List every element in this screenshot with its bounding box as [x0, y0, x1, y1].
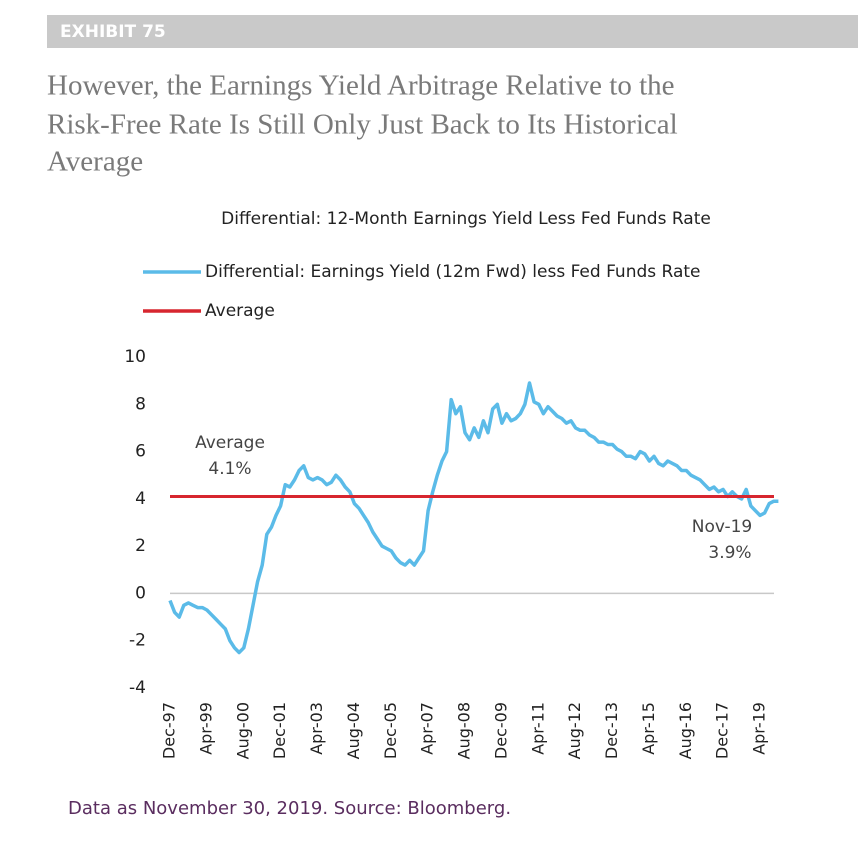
x-tick-label: Dec-97 [160, 702, 179, 759]
average-annotation: Average [195, 433, 265, 453]
x-tick-label: Aug-04 [344, 702, 363, 759]
data-line [168, 381, 779, 655]
x-tick-label: Apr-07 [418, 702, 437, 755]
average-value-label: 4.1% [208, 459, 251, 479]
x-tick-label: Apr-11 [528, 702, 547, 755]
chart-title: Differential: 12-Month Earnings Yield Le… [221, 209, 711, 229]
x-tick-label: Dec-13 [602, 702, 621, 759]
y-tick-label: 2 [135, 536, 146, 556]
title-line: Risk-Free Rate Is Still Only Just Back t… [47, 109, 678, 141]
header-bar [47, 15, 858, 48]
y-tick-label: 10 [124, 347, 146, 367]
x-tick-label: Apr-03 [307, 702, 326, 755]
y-tick-label: -4 [129, 678, 146, 698]
x-tick-label: Apr-19 [750, 702, 769, 755]
title-line: Average [47, 146, 143, 178]
title-line: However, the Earnings Yield Arbitrage Re… [47, 70, 675, 102]
legend-label: Differential: Earnings Yield (12m Fwd) l… [205, 262, 701, 282]
legend-label: Average [205, 301, 275, 321]
x-tick-label: Apr-15 [639, 702, 658, 755]
x-tick-label: Apr-99 [196, 702, 215, 755]
x-tick-label: Aug-16 [676, 702, 695, 759]
x-tick-label: Aug-08 [455, 702, 474, 759]
x-tick-label: Aug-00 [233, 702, 252, 759]
y-tick-label: 4 [135, 489, 146, 509]
x-tick-label: Dec-09 [491, 702, 510, 759]
x-tick-label: Aug-12 [565, 702, 584, 759]
x-tick-label: Dec-01 [270, 702, 289, 759]
end-annotation: Nov-19 [692, 517, 753, 537]
y-tick-label: 6 [135, 442, 146, 462]
y-tick-label: 0 [135, 583, 146, 603]
y-tick-label: -2 [129, 631, 146, 651]
footnote: Data as November 30, 2019. Source: Bloom… [68, 798, 511, 819]
y-tick-label: 8 [135, 394, 146, 414]
x-tick-label: Dec-17 [713, 702, 732, 759]
end-value-label: 3.9% [708, 543, 751, 563]
x-tick-label: Dec-05 [381, 702, 400, 759]
exhibit-label: EXHIBIT 75 [60, 22, 166, 42]
